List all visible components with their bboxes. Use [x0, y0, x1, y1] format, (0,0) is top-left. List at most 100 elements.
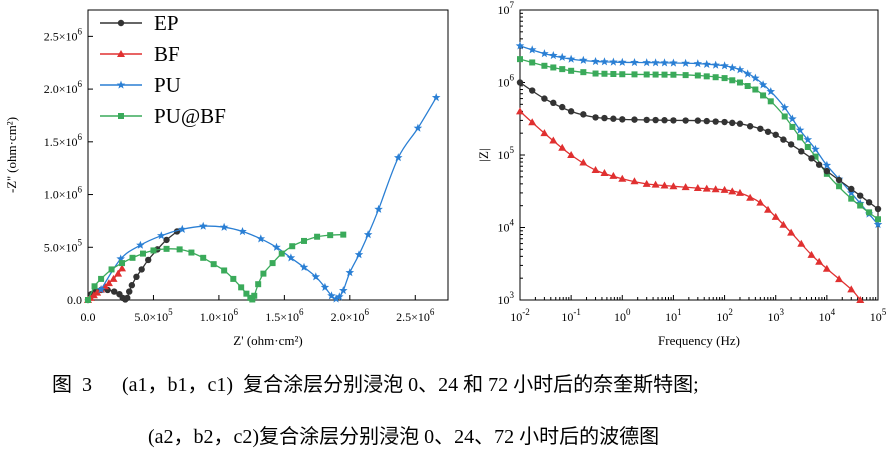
data-point — [857, 202, 864, 209]
data-point — [856, 192, 864, 199]
data-point — [781, 113, 788, 120]
data-point — [354, 250, 364, 259]
x-tick-label: 105 — [870, 307, 887, 324]
data-point — [795, 125, 805, 134]
data-point — [630, 177, 639, 185]
data-point — [568, 67, 575, 74]
data-point — [807, 250, 816, 258]
data-point — [345, 268, 355, 277]
data-point — [557, 52, 567, 61]
data-point — [660, 181, 669, 189]
data-point — [126, 288, 133, 295]
data-point — [758, 80, 768, 89]
data-point — [682, 117, 689, 124]
figure-caption-line-1: 图 3 (a1，b1，c1) 复合涂层分别浸泡 0、24 和 72 小时后的奈奎… — [52, 374, 699, 396]
data-point — [702, 59, 711, 68]
legend-marker — [117, 19, 125, 27]
data-point — [812, 153, 819, 160]
data-point — [847, 285, 856, 293]
x-tick-label: 101 — [665, 307, 682, 324]
data-point — [797, 134, 804, 141]
data-point — [822, 264, 831, 272]
data-point — [619, 71, 626, 78]
data-point — [681, 183, 690, 191]
data-point — [93, 288, 102, 296]
data-point — [746, 193, 755, 201]
data-point — [541, 95, 548, 102]
data-point — [703, 117, 710, 125]
data-point — [529, 87, 536, 94]
data-point — [104, 279, 113, 287]
y-tick-label: 104 — [498, 218, 515, 235]
data-point — [515, 41, 525, 50]
nyquist-frame — [87, 9, 449, 301]
data-point — [601, 114, 608, 122]
data-point — [811, 144, 820, 153]
data-point — [119, 260, 126, 267]
data-point — [331, 294, 341, 303]
x-tick-label: 100 — [614, 307, 631, 324]
data-point — [580, 69, 587, 76]
data-point — [702, 184, 711, 192]
data-point — [559, 66, 566, 73]
data-point — [865, 199, 873, 206]
data-point — [114, 269, 123, 277]
data-point — [874, 205, 882, 213]
data-point — [98, 275, 105, 282]
data-point — [221, 267, 228, 274]
data-point — [836, 183, 843, 190]
data-point — [694, 117, 702, 124]
data-point — [145, 256, 152, 264]
x-tick-label: 102 — [716, 307, 733, 324]
data-point — [299, 262, 309, 271]
series-pu-bf — [517, 56, 881, 223]
data-point — [789, 123, 796, 130]
series-ep — [516, 79, 882, 213]
data-point — [600, 168, 609, 176]
data-point — [847, 188, 856, 197]
data-point — [764, 128, 772, 135]
data-point — [311, 272, 321, 281]
data-point — [788, 114, 797, 123]
legend-label: PU — [154, 73, 181, 97]
data-point — [835, 176, 843, 184]
data-point — [133, 273, 140, 280]
data-point — [541, 62, 548, 69]
data-point — [804, 143, 811, 150]
data-point — [652, 116, 659, 124]
x-tick-label: 10-1 — [561, 307, 581, 324]
data-point — [567, 151, 576, 158]
data-point — [787, 228, 796, 236]
data-point — [681, 58, 690, 67]
figure-caption-line-2: (a2，b2，c2)复合涂层分别浸泡 0、24、72 小时后的波德图 — [148, 426, 660, 448]
data-point — [670, 117, 677, 124]
data-point — [856, 296, 865, 303]
data-point — [150, 247, 157, 254]
y-tick-label: 2.5×106 — [44, 26, 83, 43]
data-point — [549, 136, 558, 144]
data-point — [601, 70, 608, 77]
legend-marker — [116, 80, 126, 89]
data-point — [230, 275, 237, 282]
data-point — [139, 250, 146, 257]
series-line — [519, 58, 879, 220]
data-point — [591, 57, 600, 66]
data-point — [712, 118, 719, 125]
data-point — [848, 195, 855, 202]
x-tick-label: 10-2 — [510, 307, 530, 324]
data-point — [735, 188, 744, 196]
data-point — [729, 77, 736, 84]
data-point — [822, 160, 832, 169]
data-point — [670, 71, 677, 78]
data-point — [711, 185, 720, 193]
data-point — [779, 220, 788, 228]
data-point — [431, 93, 441, 102]
data-point — [109, 274, 118, 282]
data-point — [559, 103, 566, 111]
data-point — [609, 57, 618, 66]
data-point — [618, 174, 627, 182]
data-point — [803, 135, 813, 144]
data-point — [528, 118, 537, 126]
data-point — [256, 234, 266, 243]
y-tick-label: 1.5×106 — [44, 132, 83, 149]
